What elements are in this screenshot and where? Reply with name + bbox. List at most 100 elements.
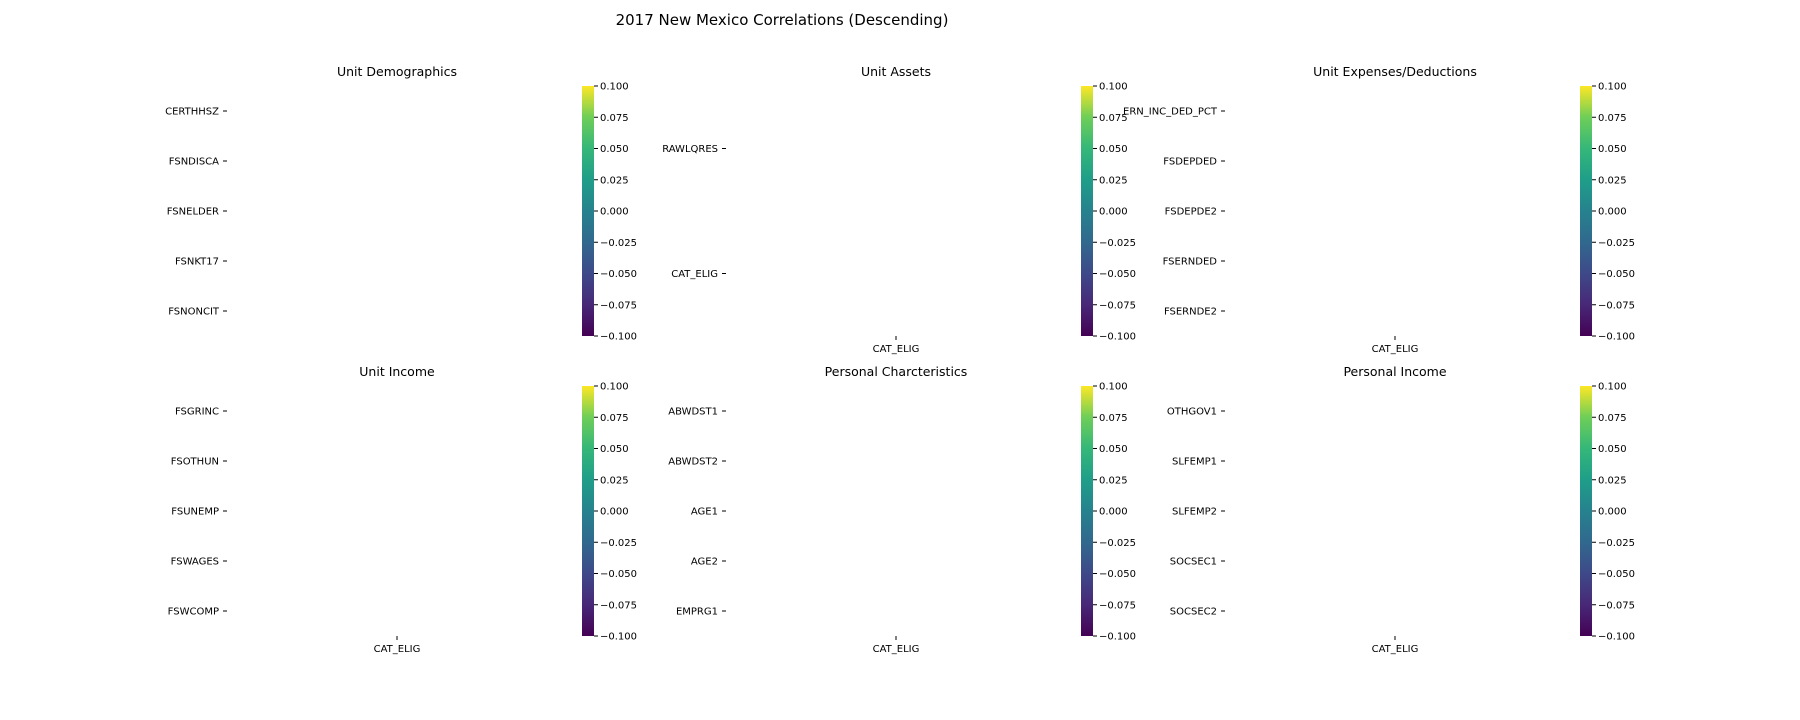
panels: Unit Demographics CERTHHSZ FSNDISCA FSNELDE…: [165, 64, 1635, 655]
y-tick-label: FSERNDE2: [1164, 307, 1217, 318]
colorbar-tick-label: −0.050: [1598, 269, 1635, 280]
colorbar-tick-label: −0.100: [1598, 632, 1635, 643]
y-tick-label: CERTHHSZ: [165, 107, 219, 118]
y-tick-label: ERN_INC_DED_PCT: [1123, 107, 1218, 118]
heatmap-panel: Unit Expenses/Deductions ERN_INC_DED_PCT F…: [1123, 64, 1635, 355]
x-tick-label: CAT_ELIG: [873, 344, 920, 355]
panel-title: Unit Expenses/Deductions: [1313, 64, 1477, 79]
y-tick-label: FSNELDER: [167, 207, 219, 218]
colorbar-tick-label: 0.000: [600, 507, 629, 518]
colorbar-tick-label: −0.100: [1099, 332, 1136, 343]
colorbar-tick-label: −0.100: [1598, 332, 1635, 343]
panel-title: Unit Income: [359, 364, 435, 379]
heatmap-panel: Unit Income FSGRINC FSOTHUN FSUNEMP FSWAGES F…: [168, 364, 637, 655]
y-tick-label: FSNKT17: [175, 257, 219, 268]
colorbar-tick-label: −0.075: [1099, 600, 1136, 611]
colorbar-tick-label: 0.025: [1099, 175, 1128, 186]
colorbar-tick-label: 0.025: [1099, 475, 1128, 486]
y-tick-label: FSUNEMP: [171, 507, 219, 518]
x-tick-label: CAT_ELIG: [873, 644, 920, 655]
panel-title: Personal Income: [1343, 364, 1446, 379]
colorbar: [582, 86, 594, 336]
heatmap-panel: Unit Assets RAWLQRES CAT_ELIG CAT_ELIG 0.100…: [662, 64, 1136, 355]
colorbar-tick-label: −0.075: [1598, 600, 1635, 611]
heatmap-panel: Personal Charcteristics ABWDST1 ABWDST2 AGE…: [668, 364, 1136, 655]
colorbar-tick-label: −0.025: [600, 238, 637, 249]
y-tick-label: EMPRG1: [676, 607, 718, 618]
y-tick-label: SOCSEC2: [1170, 607, 1217, 618]
colorbar-tick-label: −0.100: [600, 332, 637, 343]
y-tick-label: SLFEMP1: [1172, 457, 1217, 468]
colorbar-tick-label: 0.100: [1598, 82, 1627, 93]
colorbar-tick-label: −0.100: [1099, 632, 1136, 643]
colorbar-tick-label: 0.075: [1598, 413, 1627, 424]
colorbar-tick-label: −0.075: [600, 600, 637, 611]
y-tick-label: FSOTHUN: [171, 457, 219, 468]
colorbar-tick-label: 0.025: [1598, 475, 1627, 486]
colorbar-tick-label: 0.050: [1099, 144, 1128, 155]
y-tick-label: ABWDST2: [668, 457, 718, 468]
colorbar-tick-label: −0.100: [600, 632, 637, 643]
colorbar-tick-label: −0.025: [600, 538, 637, 549]
colorbar-tick-label: 0.025: [600, 175, 629, 186]
panel-title: Personal Charcteristics: [825, 364, 968, 379]
colorbar-tick-label: −0.050: [1099, 269, 1136, 280]
colorbar-tick-label: −0.050: [1598, 569, 1635, 580]
y-tick-label: SOCSEC1: [1170, 557, 1217, 568]
colorbar-tick-label: 0.100: [600, 82, 629, 93]
y-tick-label: FSERNDED: [1163, 257, 1218, 268]
colorbar-tick-label: 0.100: [1099, 82, 1128, 93]
y-tick-label: FSWCOMP: [168, 607, 219, 618]
y-tick-label: FSWAGES: [171, 557, 219, 568]
colorbar: [1580, 86, 1592, 336]
colorbar-tick-label: 0.000: [1598, 507, 1627, 518]
colorbar-tick-label: 0.025: [1598, 175, 1627, 186]
colorbar-tick-label: −0.025: [1099, 538, 1136, 549]
colorbar-tick-label: 0.100: [600, 382, 629, 393]
colorbar-tick-label: −0.075: [600, 300, 637, 311]
colorbar-tick-label: 0.100: [1099, 382, 1128, 393]
colorbar: [1580, 386, 1592, 636]
colorbar-tick-label: 0.050: [600, 144, 629, 155]
colorbar: [582, 386, 594, 636]
colorbar-tick-label: 0.050: [1598, 144, 1627, 155]
colorbar-tick-label: 0.050: [1598, 444, 1627, 455]
panel-title: Unit Demographics: [337, 64, 457, 79]
y-tick-label: CAT_ELIG: [671, 269, 718, 280]
colorbar-tick-label: 0.000: [1099, 207, 1128, 218]
colorbar-tick-label: 0.025: [600, 475, 629, 486]
colorbar-tick-label: 0.075: [1099, 113, 1128, 124]
colorbar-tick-label: −0.025: [1598, 238, 1635, 249]
y-tick-label: FSGRINC: [175, 407, 219, 418]
colorbar-tick-label: −0.025: [1099, 238, 1136, 249]
heatmap-panel: Unit Demographics CERTHHSZ FSNDISCA FSNELDE…: [165, 64, 637, 343]
heatmap-panel: Personal Income OTHGOV1 SLFEMP1 SLFEMP2 SOCS…: [1167, 364, 1635, 655]
colorbar: [1081, 86, 1093, 336]
colorbar-tick-label: 0.050: [1099, 444, 1128, 455]
y-tick-label: AGE2: [691, 557, 718, 568]
panel-title: Unit Assets: [861, 64, 931, 79]
colorbar-tick-label: 0.100: [1598, 382, 1627, 393]
y-tick-label: SLFEMP2: [1172, 507, 1217, 518]
colorbar-tick-label: 0.075: [600, 113, 629, 124]
colorbar-tick-label: 0.075: [1598, 113, 1627, 124]
y-tick-label: FSNONCIT: [168, 307, 220, 318]
colorbar-tick-label: −0.075: [1598, 300, 1635, 311]
y-tick-label: ABWDST1: [668, 407, 718, 418]
y-tick-label: RAWLQRES: [662, 144, 718, 155]
colorbar-tick-label: −0.050: [600, 569, 637, 580]
y-tick-label: OTHGOV1: [1167, 407, 1217, 418]
chart-title: 2017 New Mexico Correlations (Descending…: [616, 11, 949, 29]
x-tick-label: CAT_ELIG: [1372, 644, 1419, 655]
colorbar-tick-label: 0.075: [1099, 413, 1128, 424]
colorbar: [1081, 386, 1093, 636]
colorbar-tick-label: 0.000: [1598, 207, 1627, 218]
colorbar-tick-label: −0.050: [600, 269, 637, 280]
colorbar-tick-label: −0.050: [1099, 569, 1136, 580]
colorbar-tick-label: −0.075: [1099, 300, 1136, 311]
colorbar-tick-label: 0.050: [600, 444, 629, 455]
y-tick-label: FSDEPDE2: [1165, 207, 1217, 218]
x-tick-label: CAT_ELIG: [1372, 344, 1419, 355]
x-tick-label: CAT_ELIG: [374, 644, 421, 655]
